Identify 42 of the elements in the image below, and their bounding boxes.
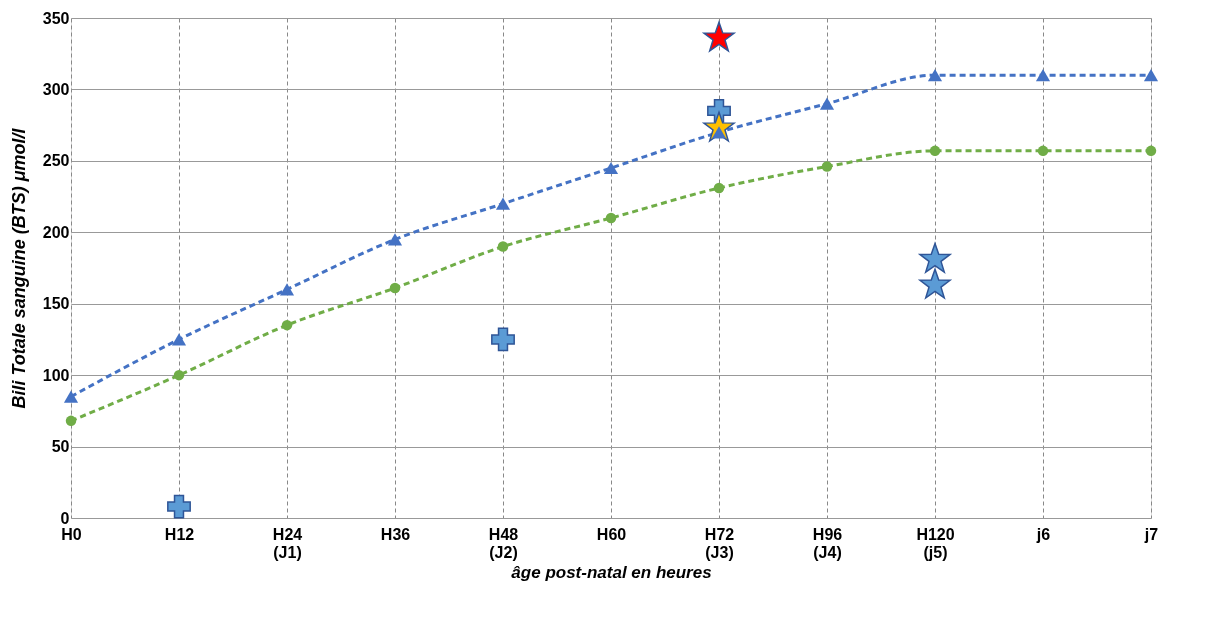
x-tick-label: H48 (J2)	[488, 525, 519, 561]
point	[389, 282, 401, 294]
point	[927, 69, 943, 82]
y-tick-label: 250	[42, 152, 70, 170]
x-tick-label: j6	[1035, 525, 1051, 543]
point	[495, 197, 511, 210]
point	[603, 161, 619, 175]
y-tick-label: 50	[51, 438, 70, 456]
point	[1145, 145, 1157, 157]
y-tick-label: 0	[60, 509, 70, 527]
point	[1143, 69, 1159, 82]
y-tick-label: 100	[42, 366, 70, 384]
y-axis-title: Bili Totale sanguine (BTS) μmol/l	[8, 127, 29, 409]
x-tick-label: j7	[1143, 525, 1159, 543]
y-tick-label: 300	[42, 80, 70, 98]
point	[387, 233, 403, 246]
x-tick-label: H12	[164, 525, 195, 543]
x-tick-label: H0	[61, 525, 82, 543]
point	[713, 182, 725, 194]
point	[929, 145, 941, 157]
point	[605, 212, 617, 224]
x-tick-label: H60	[596, 525, 627, 543]
x-axis-title: âge post-natal en heures	[511, 562, 712, 582]
x-tick-label: H24 (J1)	[272, 525, 303, 561]
x-tick-label: H120 (j5)	[916, 525, 955, 561]
point	[819, 97, 835, 110]
point	[281, 319, 293, 331]
point	[65, 415, 77, 427]
y-tick-label: 200	[42, 223, 70, 241]
x-tick-label: H96 (J4)	[812, 525, 843, 561]
point	[63, 390, 79, 403]
point	[1037, 145, 1049, 157]
x-tick-label: H36	[380, 525, 411, 543]
y-tick-label: 150	[42, 295, 70, 313]
point	[821, 161, 833, 172]
point	[171, 333, 187, 346]
point	[1035, 69, 1051, 82]
y-tick-label: 350	[42, 9, 70, 27]
point	[497, 241, 509, 252]
point	[173, 369, 185, 381]
point	[279, 283, 295, 296]
x-tick-label: H72 (J3)	[704, 525, 735, 561]
